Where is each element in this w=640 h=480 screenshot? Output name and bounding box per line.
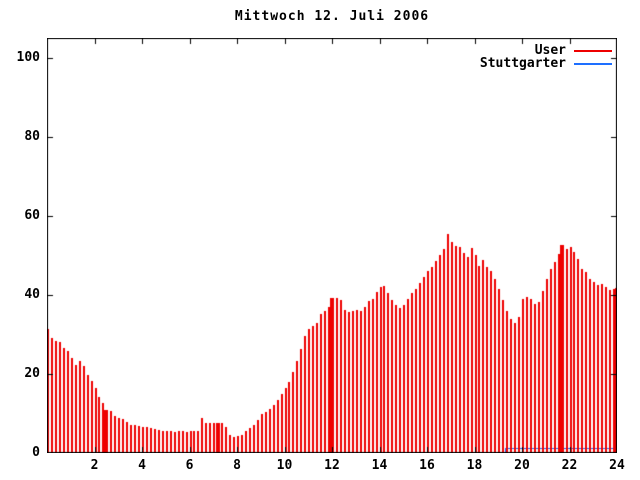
x-tick-label-4: 4 [138,458,146,473]
y-tick-label-40: 40 [24,286,40,302]
legend-line-sample-stuttgarter [574,62,612,65]
x-tick-label-18: 18 [466,458,483,473]
x-tick-label-10: 10 [276,458,293,473]
legend-item-user: User [480,43,612,58]
plot-area-canvas [47,38,617,453]
y-tick-label-20: 20 [24,365,40,381]
y-tick-label-60: 60 [24,207,40,223]
x-tick-label-16: 16 [419,458,435,473]
y-tick-label-80: 80 [24,128,40,144]
x-tick-label-2: 2 [90,458,99,473]
x-tick-label-20: 20 [514,458,530,473]
y-tick-label-0: 0 [32,445,40,460]
legend-line-sample-user [574,49,612,52]
legend: User Stuttgarter [479,43,612,71]
legend-item-stuttgarter: Stuttgarter [479,56,612,71]
x-tick-label-8: 8 [233,458,241,473]
x-tick-label-14: 14 [371,458,388,473]
x-tick-label-6: 6 [185,458,194,473]
legend-label-stuttgarter: Stuttgarter [479,56,566,71]
x-tick-label-22: 22 [561,458,578,473]
x-tick-label-12: 12 [324,458,340,473]
legend-label-user: User [534,43,566,58]
chart-title: Mittwoch 12. Juli 2006 [234,9,430,24]
y-tick-label-100: 100 [16,49,40,65]
x-tick-label-24: 24 [609,458,625,473]
